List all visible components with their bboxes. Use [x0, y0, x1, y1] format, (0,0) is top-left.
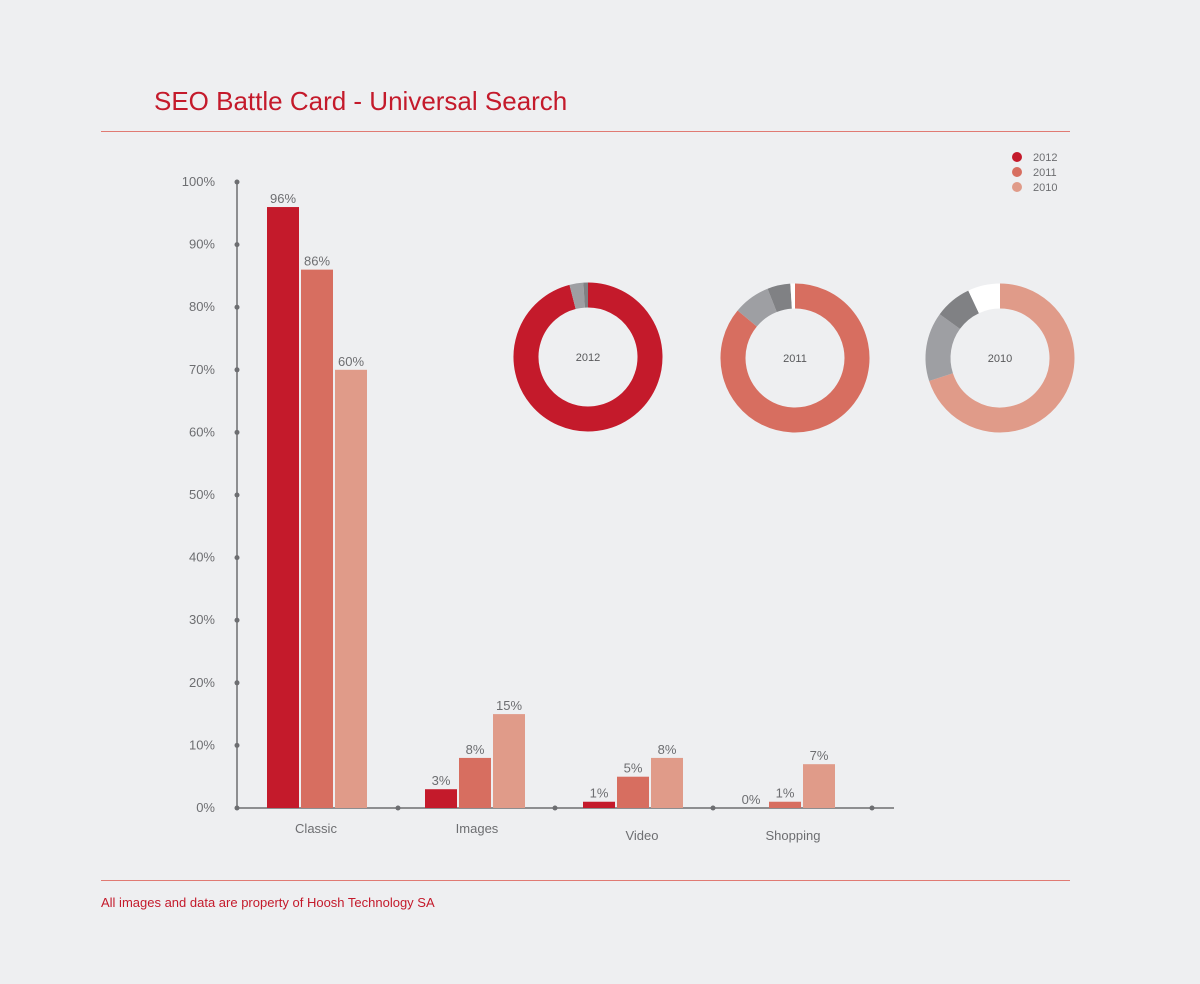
bar-images-2012 — [425, 789, 457, 808]
y-tick-label: 20% — [189, 675, 215, 690]
top-divider — [101, 131, 1070, 132]
legend-label-2010: 2010 — [1033, 182, 1057, 194]
category-label-shopping: Shopping — [766, 828, 821, 843]
legend-swatch-2011 — [1012, 167, 1022, 177]
x-axis-dot — [710, 805, 716, 811]
page-title: SEO Battle Card - Universal Search — [154, 86, 568, 116]
data-label: 1% — [590, 786, 609, 801]
legend-label-2012: 2012 — [1033, 152, 1057, 164]
y-tick-dot — [234, 367, 240, 373]
bar-classic-2010 — [335, 369, 367, 808]
y-tick-dot — [234, 555, 240, 561]
y-tick-label: 60% — [189, 424, 215, 439]
data-label: 86% — [304, 254, 330, 269]
bar-classic-2011 — [301, 269, 333, 808]
y-tick-dot — [234, 304, 240, 310]
donut-2010-slice-shopping — [968, 283, 1001, 314]
x-axis-dot — [869, 805, 875, 811]
y-tick-label: 10% — [189, 737, 215, 752]
y-tick-dot — [234, 680, 240, 686]
data-label: 1% — [776, 786, 795, 801]
bar-shopping-2011 — [769, 801, 801, 808]
y-tick-label: 100% — [182, 174, 216, 189]
data-label: 0% — [742, 792, 761, 807]
legend-swatch-2012 — [1012, 152, 1022, 162]
data-label: 8% — [658, 742, 677, 757]
donut-2010-slice-images — [925, 314, 961, 382]
y-tick-dot — [234, 617, 240, 623]
x-axis-dot — [395, 805, 401, 811]
x-axis-dot — [552, 805, 558, 811]
data-label: 7% — [810, 748, 829, 763]
y-tick-label: 70% — [189, 362, 215, 377]
donut-2010-slice-video — [939, 290, 980, 330]
footer-note: All images and data are property of Hoos… — [101, 895, 435, 910]
category-label-images: Images — [456, 821, 499, 836]
data-label: 60% — [338, 354, 364, 369]
y-tick-label: 40% — [189, 550, 215, 565]
bar-video-2011 — [617, 776, 649, 808]
y-tick-label: 0% — [196, 800, 215, 815]
y-tick-dot — [234, 429, 240, 435]
category-label-classic: Classic — [295, 821, 337, 836]
legend-label-2011: 2011 — [1033, 167, 1057, 179]
y-tick-label: 50% — [189, 487, 215, 502]
data-label: 5% — [624, 761, 643, 776]
legend-swatch-2010 — [1012, 182, 1022, 192]
bar-classic-2012 — [267, 207, 299, 809]
y-tick-label: 30% — [189, 612, 215, 627]
data-label: 96% — [270, 191, 296, 206]
donut-2011-slice-classic — [720, 283, 870, 433]
donut-2012-slice-images — [569, 282, 586, 310]
donut-2011-slice-video — [767, 283, 793, 313]
donut-center-label-2011: 2011 — [783, 353, 807, 365]
y-tick-dot — [234, 805, 240, 811]
y-tick-label: 80% — [189, 299, 215, 314]
category-label-video: Video — [625, 828, 658, 843]
y-tick-label: 90% — [189, 237, 215, 252]
bar-shopping-2010 — [803, 764, 835, 808]
donut-2012-slice-classic — [513, 282, 663, 432]
bar-video-2010 — [651, 757, 683, 808]
bottom-divider — [101, 880, 1070, 881]
donut-2011-slice-images — [737, 288, 778, 327]
y-tick-dot — [234, 492, 240, 498]
donut-2010-slice-classic — [929, 283, 1075, 433]
bar-video-2012 — [583, 801, 615, 808]
data-label: 15% — [496, 698, 522, 713]
y-tick-dot — [234, 179, 240, 185]
y-tick-dot — [234, 242, 240, 248]
y-tick-dot — [234, 742, 240, 748]
donut-center-label-2010: 2010 — [988, 353, 1012, 365]
data-label: 3% — [432, 773, 451, 788]
bar-images-2011 — [459, 757, 491, 808]
bar-images-2010 — [493, 714, 525, 808]
data-label: 8% — [466, 742, 485, 757]
donut-center-label-2012: 2012 — [576, 352, 600, 364]
